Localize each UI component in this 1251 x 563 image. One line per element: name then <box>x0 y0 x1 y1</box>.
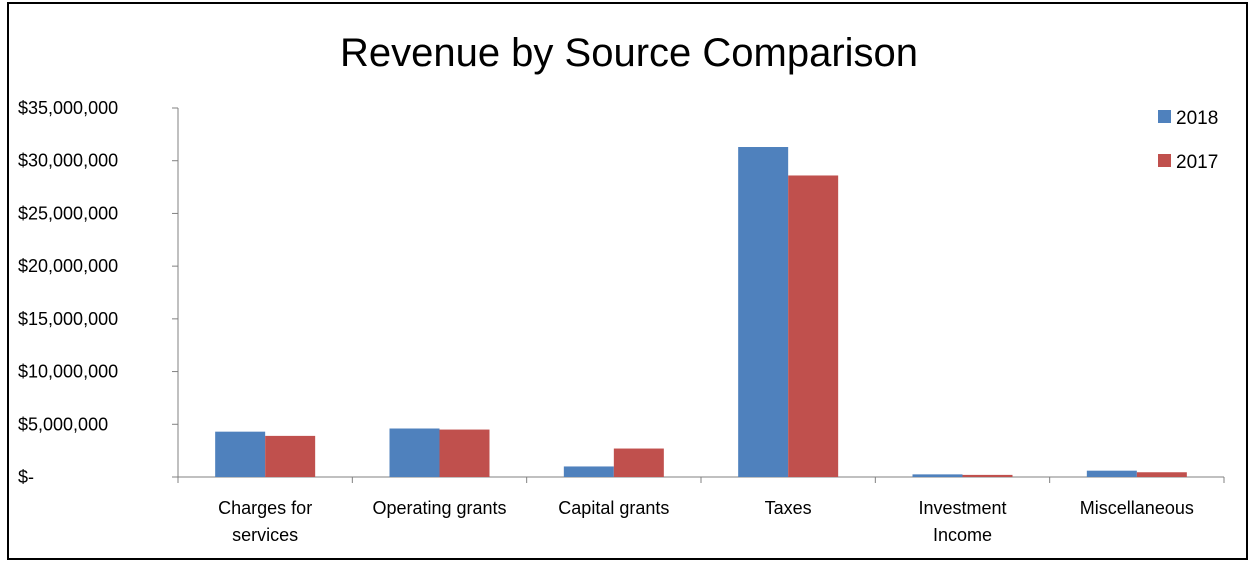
x-tick-label: Capital grants <box>558 498 669 518</box>
legend-label-2018: 2018 <box>1176 108 1218 129</box>
bars <box>215 147 1187 477</box>
x-tick-label: Taxes <box>765 498 812 518</box>
y-tick-label: $10,000,000 <box>18 362 118 382</box>
y-tick-label: $30,000,000 <box>18 151 118 171</box>
x-tick-label: Income <box>933 525 992 545</box>
bar-2018-5 <box>1086 470 1137 477</box>
bar-2018-0 <box>215 431 266 477</box>
x-tick-label: Investment <box>918 498 1006 518</box>
y-tick-label: $35,000,000 <box>18 98 118 118</box>
chart-title: Revenue by Source Comparison <box>340 31 918 75</box>
bar-2017-2 <box>613 448 664 477</box>
y-tick-label: $20,000,000 <box>18 256 118 276</box>
bar-2018-4 <box>912 474 963 477</box>
bar-2018-3 <box>738 147 789 477</box>
x-tick-label: services <box>232 525 298 545</box>
x-tick-label: Operating grants <box>372 498 506 518</box>
bar-2017-5 <box>1136 472 1187 477</box>
x-tick-label: Charges for <box>218 498 312 518</box>
legend-swatch-2018 <box>1158 110 1171 123</box>
bar-2017-3 <box>788 175 839 477</box>
legend-swatch-2017 <box>1158 154 1171 167</box>
axes: $- $5,000,000 $10,000,000 $15,000,000 $20,00… <box>18 98 1225 545</box>
bar-2018-1 <box>389 428 440 477</box>
legend-label-2017: 2017 <box>1176 152 1218 173</box>
y-tick-label: $5,000,000 <box>18 414 108 434</box>
legend: 2018 2017 <box>1158 108 1218 173</box>
y-tick-label: $15,000,000 <box>18 309 118 329</box>
y-tick-label: $- <box>18 467 34 487</box>
bar-2018-2 <box>563 466 614 477</box>
y-tick-label: $25,000,000 <box>18 203 118 223</box>
bar-2017-1 <box>439 429 490 477</box>
x-tick-label: Miscellaneous <box>1080 498 1194 518</box>
bar-2017-0 <box>265 435 316 477</box>
bar-2017-4 <box>962 474 1013 477</box>
